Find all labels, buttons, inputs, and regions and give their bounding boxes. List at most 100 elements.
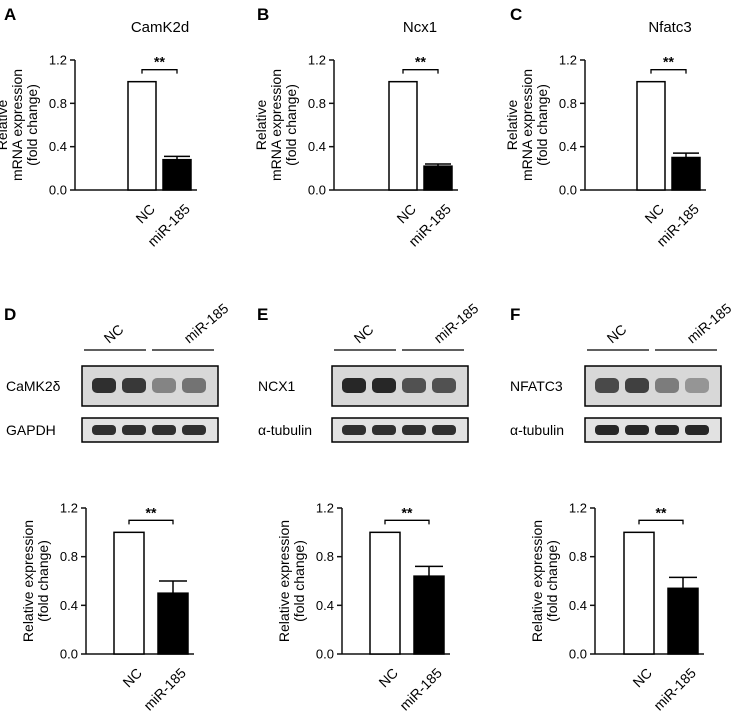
- target-band: [372, 378, 396, 393]
- loading-band: [122, 425, 146, 435]
- loading-band: [625, 425, 649, 435]
- y-tick-label: 0.8: [60, 549, 78, 564]
- significance-label: **: [402, 504, 413, 520]
- y-tick-label: 0.4: [49, 139, 67, 154]
- western-blot-d: NC miR-185 CaMK2δ GAPDH: [6, 300, 232, 443]
- y-axis-label: Relative: [253, 100, 269, 151]
- bar-chart-f: 0.0 0.4 0.8 1.2 Relative expression (fold cha…: [529, 501, 704, 714]
- bar-chart-d: 0.0 0.4 0.8 1.2 Relative expression (fold cha…: [20, 501, 194, 714]
- y-axis-label: (fold change): [534, 84, 550, 166]
- significance-bracket: [384, 519, 430, 525]
- y-tick-label: 0.8: [569, 549, 587, 564]
- loading-band: [402, 425, 426, 435]
- loading-band: [342, 425, 366, 435]
- significance-bracket: [650, 69, 687, 74]
- chart-title: CamK2d: [131, 19, 189, 36]
- panel-letter-c: C: [510, 5, 522, 24]
- target-band: [342, 378, 366, 393]
- group-label: miR-185: [684, 300, 735, 346]
- bar-nc: [623, 531, 655, 655]
- chart-title: Ncx1: [403, 19, 437, 36]
- y-tick-label: 0.0: [308, 183, 326, 198]
- significance-label: **: [154, 54, 165, 70]
- bar-mir-185: [423, 165, 453, 191]
- category-label: miR-185: [140, 665, 189, 714]
- bar-mir-185: [413, 575, 445, 655]
- category-label: NC: [641, 201, 667, 227]
- group-label: NC: [351, 321, 377, 346]
- category-label: NC: [393, 201, 419, 227]
- loading-control-label: α-tubulin: [510, 422, 564, 438]
- western-blot-f: NC miR-185 NFATC3 α-tubulin: [510, 300, 735, 443]
- panel-letter-d: D: [4, 305, 16, 324]
- target-protein-label: NCX1: [258, 378, 296, 394]
- western-blot-e: NC miR-185 NCX1 α-tubulin: [258, 300, 482, 443]
- category-label: miR-185: [650, 665, 699, 714]
- y-axis-label: (fold change): [24, 84, 40, 166]
- loading-band: [372, 425, 396, 435]
- y-axis-label: (fold change): [35, 540, 51, 622]
- significance-bracket: [402, 69, 439, 74]
- bar-nc: [636, 80, 666, 191]
- bar-chart-a: CamK2d 0.0 0.4 0.8 1.2 Relative mRNA expressio…: [0, 19, 197, 249]
- y-tick-label: 0.8: [559, 96, 577, 111]
- chart-title: Nfatc3: [648, 19, 691, 36]
- bar-mir-185: [667, 587, 699, 655]
- bar-nc: [127, 80, 157, 191]
- y-tick-label: 0.8: [308, 96, 326, 111]
- y-tick-label: 0.4: [559, 139, 577, 154]
- significance-label: **: [656, 504, 667, 520]
- panel-letters: A B C D E F: [4, 5, 522, 324]
- y-tick-label: 1.2: [49, 53, 67, 68]
- y-tick-label: 1.2: [60, 501, 78, 516]
- category-label: miR-185: [396, 665, 445, 714]
- y-axis-label: (fold change): [283, 84, 299, 166]
- bar-chart-c: Nfatc3 0.0 0.4 0.8 1.2 Relative mRNA expressio…: [504, 19, 706, 249]
- target-band: [402, 378, 426, 393]
- target-band: [432, 378, 456, 393]
- y-axis-label: Relative: [504, 100, 520, 151]
- target-band: [685, 378, 709, 393]
- significance-bracket: [128, 519, 174, 525]
- loading-band: [655, 425, 679, 435]
- group-label: miR-185: [181, 300, 232, 346]
- group-label: NC: [604, 321, 630, 346]
- category-label: NC: [375, 665, 401, 691]
- y-tick-label: 0.8: [49, 96, 67, 111]
- y-tick-label: 0.4: [569, 598, 587, 613]
- y-axis-label: Relative expression: [529, 520, 545, 642]
- panel-letter-b: B: [257, 5, 269, 24]
- y-tick-label: 0.0: [569, 647, 587, 662]
- y-axis-label: Relative: [0, 100, 10, 151]
- target-band: [92, 378, 116, 393]
- bar-mir-185: [162, 158, 192, 191]
- y-axis-label: Relative expression: [20, 520, 36, 642]
- y-axis-label: mRNA expression: [268, 69, 284, 181]
- y-axis-label: mRNA expression: [519, 69, 535, 181]
- bar-mir-185: [671, 156, 701, 191]
- y-axis-label: (fold change): [291, 540, 307, 622]
- y-tick-label: 0.8: [316, 549, 334, 564]
- panel-letter-f: F: [510, 305, 520, 324]
- y-tick-label: 0.0: [49, 183, 67, 198]
- y-tick-label: 1.2: [308, 53, 326, 68]
- category-label: NC: [629, 665, 655, 691]
- bar-mir-185: [157, 592, 189, 655]
- loading-band: [152, 425, 176, 435]
- group-label: NC: [101, 321, 127, 346]
- significance-label: **: [415, 54, 426, 70]
- target-band: [182, 378, 206, 393]
- target-protein-label: NFATC3: [510, 378, 563, 394]
- significance-bracket: [638, 519, 684, 525]
- significance-label: **: [146, 504, 157, 520]
- y-axis-label: mRNA expression: [9, 69, 25, 181]
- group-label: miR-185: [431, 300, 482, 346]
- loading-control-label: GAPDH: [6, 422, 56, 438]
- y-tick-label: 0.4: [316, 598, 334, 613]
- target-band: [122, 378, 146, 393]
- panel-letter-a: A: [4, 5, 16, 24]
- bar-chart-b: Ncx1 0.0 0.4 0.8 1.2 Relative mRNA expression(…: [253, 19, 458, 249]
- y-tick-label: 0.0: [559, 183, 577, 198]
- y-axis-label: Relative expression: [276, 520, 292, 642]
